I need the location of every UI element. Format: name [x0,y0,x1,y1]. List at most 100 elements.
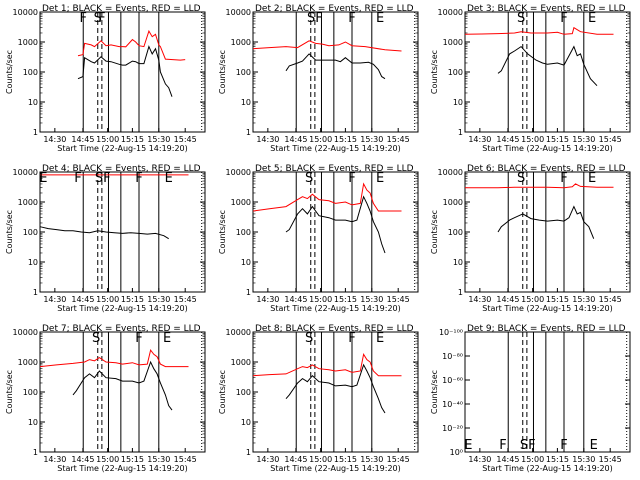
x-tick-label: 14:30 [43,295,66,304]
x-tick-label: 14:45 [496,455,519,464]
panel-9: Det 9; BLACK = Events, RED = LLD 10⁰ 10⁻²⁰… [430,324,631,473]
x-tick-label: 14:30 [468,295,491,304]
x-tick-label: 14:45 [71,455,94,464]
y-tick-label: 10 [28,98,38,107]
plot-frame [464,331,631,453]
y-tick-label: 1000 [443,198,463,207]
series-line-black [39,226,169,240]
x-tick-label: 15:00 [96,135,119,144]
y-tick-label: 100 [23,388,38,397]
y-tick-label: 10 [241,98,251,107]
y-tick-label: 10⁻²⁰ [442,424,463,433]
x-axis-label: Start Time (22-Aug-15 14:19:20) [270,144,401,153]
x-tick-label: 14:45 [496,295,519,304]
y-tick-label: 10 [241,418,251,427]
x-tick-label: 15:30 [572,135,595,144]
event-marker-label: F [560,438,567,453]
x-tick-label: 15:15 [121,295,144,304]
y-tick-label: 1 [246,448,251,457]
panel-7: Det 7; BLACK = Events, RED = LLD 1 10 100 10… [5,324,206,473]
x-tick-label: 15:15 [121,135,144,144]
event-marker-label: S [517,171,525,186]
event-marker-label: F [74,171,81,186]
x-tick-label: 14:45 [496,135,519,144]
event-marker-label: F [560,11,567,26]
event-marker-label: F [98,11,105,26]
panel-8: Det 8; BLACK = Events, RED = LLD 1 10 100 10… [218,324,419,473]
y-tick-label: 10000 [438,168,463,177]
x-tick-label: 15:30 [572,295,595,304]
x-tick-label: 14:30 [256,295,279,304]
x-tick-label: 15:15 [546,295,569,304]
x-tick-label: 15:45 [387,295,410,304]
y-tick-label: 1000 [18,358,38,367]
x-tick-label: 15:45 [174,455,197,464]
panel-2: Det 2; BLACK = Events, RED = LLD 1 10 100 10… [218,4,419,153]
x-tick-label: 15:15 [546,455,569,464]
plot-frame [252,11,419,133]
x-tick-label: 14:30 [468,455,491,464]
y-tick-label: 100 [448,68,463,77]
y-tick-label: 100 [23,228,38,237]
y-tick-label: 10000 [13,8,38,17]
plot-frame [464,11,631,133]
panel-title: Det 4; BLACK = Events, RED = LLD [42,164,201,174]
panel-title: Det 1; BLACK = Events, RED = LLD [42,4,201,14]
event-marker-label: E [590,438,598,453]
y-axis-label: Counts/sec [218,50,227,94]
x-tick-label: 15:15 [546,135,569,144]
panel-4: Det 4; BLACK = Events, RED = LLD 1 10 100 10… [5,164,206,313]
series-line-red [252,182,402,212]
x-axis-label: Start Time (22-Aug-15 14:19:20) [270,464,401,473]
panel-6: Det 6; BLACK = Events, RED = LLD 1 10 100 10… [430,164,631,313]
y-tick-label: 1000 [231,198,251,207]
panel-title: Det 3; BLACK = Events, RED = LLD [467,4,626,14]
x-tick-label: 15:30 [147,135,170,144]
y-tick-label: 10 [453,258,463,267]
x-axis-label: Start Time (22-Aug-15 14:19:20) [57,144,188,153]
event-marker-label: F [348,171,355,186]
panel-title: Det 8; BLACK = Events, RED = LLD [255,324,414,334]
x-tick-label: 15:30 [360,455,383,464]
y-axis-label: Counts/sec [218,210,227,254]
event-marker-label: E [376,11,384,26]
y-axis-label: Counts/sec [430,370,439,414]
y-axis-label: Counts/sec [5,210,14,254]
panel-title: Det 6; BLACK = Events, RED = LLD [467,164,626,174]
x-tick-label: 15:00 [521,135,544,144]
x-tick-label: 15:45 [174,295,197,304]
y-axis-label: Counts/sec [430,210,439,254]
x-tick-label: 14:30 [256,455,279,464]
plot-frame [39,11,206,133]
y-tick-label: 10000 [226,8,251,17]
y-tick-label: 100 [448,228,463,237]
event-marker-label: E [588,11,596,26]
y-tick-label: 10000 [438,8,463,17]
y-tick-label: 1 [246,128,251,137]
event-marker-label: S [94,11,102,26]
y-tick-label: 10⁻⁸⁰ [442,352,463,361]
x-tick-label: 15:30 [147,295,170,304]
x-tick-label: 15:30 [360,135,383,144]
y-tick-label: 100 [236,388,251,397]
event-marker-label: E [376,331,384,346]
series-line-black [497,45,598,87]
x-axis-label: Start Time (22-Aug-15 14:19:20) [57,464,188,473]
series-line-red [77,29,186,61]
x-tick-label: 15:45 [387,135,410,144]
y-tick-label: 10⁻⁶⁰ [442,376,463,385]
y-tick-label: 1 [458,288,463,297]
x-tick-label: 15:00 [521,455,544,464]
event-marker-label: SF [307,11,323,26]
event-marker-label: F [348,11,355,26]
panel-3: Det 3; BLACK = Events, RED = LLD 1 10 100 10… [430,4,631,153]
x-tick-label: 15:45 [387,455,410,464]
plot-frame [39,331,206,453]
y-tick-label: 10 [241,258,251,267]
x-axis-label: Start Time (22-Aug-15 14:19:20) [482,304,613,313]
x-tick-label: 15:00 [521,295,544,304]
y-tick-label: 10 [28,258,38,267]
y-tick-label: 10 [453,98,463,107]
y-tick-label: 10000 [13,328,38,337]
